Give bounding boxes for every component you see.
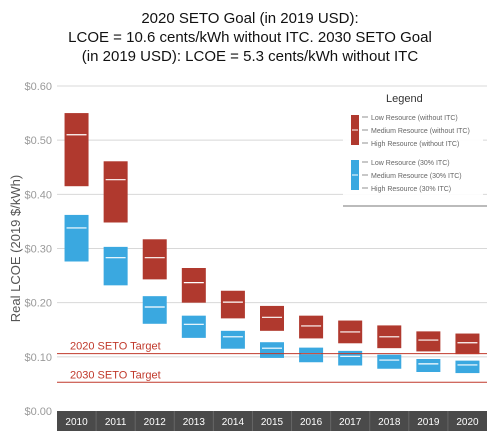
y-tick-label: $0.00 [24, 406, 52, 418]
chart-title-line-3: (in 2019 USD): LCOE = 5.3 cents/kWh with… [81, 48, 419, 65]
legend-entry-label: High Resource (without ITC) [371, 141, 459, 148]
y-tick-label: $0.60 [24, 81, 52, 93]
bar-30-itc [299, 347, 324, 363]
y-tick-label: $0.40 [24, 189, 52, 201]
bar-without-itc [64, 113, 89, 187]
legend-entry-label: Medium Resource (30% ITC) [371, 173, 462, 180]
y-tick-label: $0.10 [24, 352, 52, 364]
x-tick-label: 2014 [222, 417, 245, 428]
bar-30-itc [142, 296, 167, 324]
bar-without-itc [260, 305, 284, 331]
bar-without-itc [220, 290, 245, 319]
legend-box [343, 87, 483, 205]
legend-entry-label: High Resource (30% ITC) [371, 186, 451, 193]
bar-30-itc [455, 360, 480, 374]
x-tick-label: 2012 [144, 417, 167, 428]
x-tick-label: 2015 [261, 417, 284, 428]
y-tick-label: $0.30 [24, 244, 52, 256]
bar-30-itc [220, 330, 245, 349]
x-tick-label: 2019 [417, 417, 440, 428]
bar-30-itc [64, 214, 89, 262]
x-tick-label: 2013 [183, 417, 206, 428]
bar-without-itc [181, 268, 206, 303]
x-tick-label: 2016 [300, 417, 323, 428]
chart-title-line-1: 2020 SETO Goal (in 2019 USD): [141, 10, 359, 27]
y-tick-label: $0.20 [24, 298, 52, 310]
target-label: 2020 SETO Target [70, 341, 161, 353]
bar-30-itc [181, 315, 206, 338]
bar-without-itc [103, 161, 128, 223]
bar-30-itc [103, 246, 128, 286]
y-axis-label: Real LCOE (2019 $/kWh) [8, 175, 23, 322]
bar-without-itc [299, 315, 324, 339]
target-label: 2030 SETO Target [70, 369, 161, 381]
bar-30-itc [377, 354, 402, 369]
legend-title: Legend [386, 93, 423, 105]
bar-30-itc [338, 350, 363, 366]
y-tick-label: $0.50 [24, 135, 52, 147]
bar-without-itc [455, 333, 480, 355]
bar-without-itc [416, 331, 441, 352]
bar-without-itc [142, 239, 167, 280]
legend-entry-label: Low Resource (without ITC) [371, 115, 458, 122]
x-tick-label: 2017 [339, 417, 362, 428]
legend-entry-label: Medium Resource (without ITC) [371, 128, 470, 135]
bar-30-itc [260, 342, 284, 358]
bar-30-itc [416, 359, 441, 372]
legend-entry-label: Low Resource (30% ITC) [371, 160, 450, 167]
x-tick-label: 2020 [456, 417, 479, 428]
x-tick-label: 2011 [105, 417, 127, 428]
x-tick-label: 2018 [378, 417, 401, 428]
chart-title-line-2: LCOE = 10.6 cents/kWh without ITC. 2030 … [68, 29, 432, 46]
x-tick-label: 2010 [65, 417, 88, 428]
x-axis-strip [57, 411, 487, 431]
